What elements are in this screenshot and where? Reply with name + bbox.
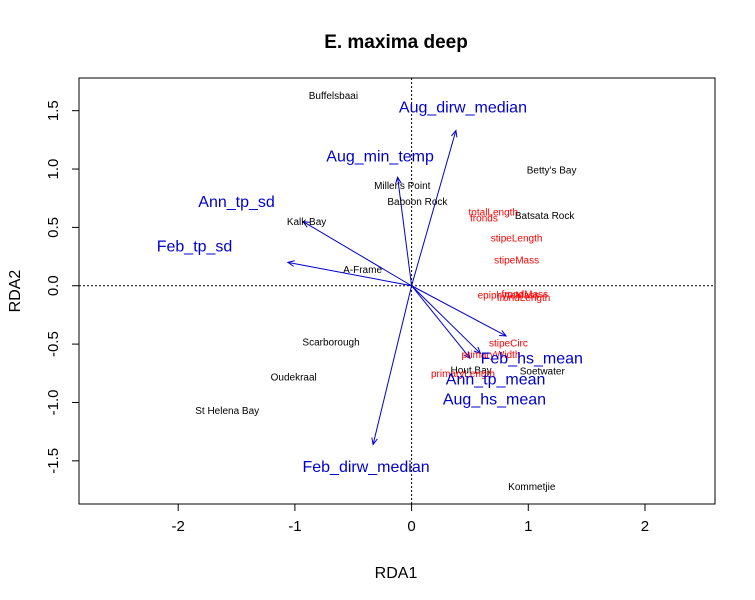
- environment-arrows: [286, 129, 508, 446]
- x-tick-label: -2: [172, 518, 185, 535]
- env-arrow-line: [287, 261, 412, 287]
- site-labels: Buffelsbaai Betty's Bay Miller's Point Babo…: [195, 91, 576, 493]
- x-axis-title: RDA1: [375, 565, 418, 582]
- zero-lines: [79, 78, 715, 504]
- env-arrow-line: [397, 177, 413, 286]
- y-axis: -1.5 -1.0 -0.5 0.0 0.5 1.0 1.5: [45, 100, 80, 474]
- response-label: totalLength: [469, 208, 519, 219]
- env-arrow-line: [411, 285, 481, 354]
- site-label: Kommetjie: [508, 482, 556, 493]
- env-label: Ann_tp_mean: [446, 372, 546, 389]
- environment-labels: Aug_dirw_median Aug_min_temp Ann_tp_sd Feb_…: [157, 100, 583, 476]
- env-arrow-head: [473, 346, 482, 355]
- site-label: A-Frame: [343, 265, 382, 276]
- env-label: Feb_hs_mean: [481, 351, 583, 368]
- y-tick-label: 0.0: [45, 275, 62, 296]
- response-label: primaryLength: [431, 369, 495, 380]
- y-tick-label: -1.0: [45, 390, 62, 416]
- env-arrow-head: [371, 437, 378, 446]
- response-label: epiphyteMass: [478, 291, 540, 302]
- response-label: primaryWidth: [461, 350, 520, 361]
- site-label: Baboon Rock: [387, 197, 448, 208]
- env-label: Ann_tp_sd: [198, 194, 275, 211]
- env-arrow-head: [451, 129, 458, 138]
- env-label: Feb_dirw_median: [302, 459, 429, 476]
- y-tick-label: 1.5: [45, 100, 62, 121]
- site-label: Betty's Bay: [527, 166, 577, 177]
- response-label: stipeMass: [494, 256, 539, 267]
- env-arrow-head: [499, 330, 508, 337]
- y-tick-label: 0.5: [45, 217, 62, 238]
- site-label: Oudekraal: [271, 372, 317, 383]
- env-arrow-head: [302, 220, 311, 228]
- env-label: Aug_dirw_median: [399, 100, 527, 117]
- response-label: stipeLength: [491, 233, 543, 244]
- site-label: Miller's Point: [374, 181, 431, 192]
- site-label: Soetwater: [520, 366, 566, 377]
- env-arrow-line: [302, 221, 412, 287]
- site-label: Batsata Rock: [515, 211, 575, 222]
- env-label: Aug_min_temp: [326, 149, 434, 166]
- y-axis-title: RDA2: [7, 270, 24, 313]
- env-arrow-head: [463, 351, 471, 360]
- env-arrow-head: [286, 260, 295, 267]
- site-label: Buffelsbaai: [309, 91, 358, 102]
- env-label: Aug_hs_mean: [443, 391, 546, 408]
- env-arrow-line: [411, 285, 507, 337]
- x-axis: -2 -1 0 1 2: [172, 503, 649, 535]
- y-tick-label: -1.5: [45, 448, 62, 474]
- y-tick-label: 1.0: [45, 159, 62, 180]
- env-arrow-line: [372, 285, 413, 445]
- env-label: Feb_tp_sd: [157, 239, 233, 256]
- response-label: frondMass: [501, 289, 548, 300]
- site-label: St Helena Bay: [195, 406, 259, 417]
- x-tick-label: 0: [407, 518, 415, 535]
- y-tick-label: -0.5: [45, 331, 62, 357]
- x-tick-label: 2: [641, 518, 649, 535]
- env-arrow-line: [411, 285, 471, 359]
- site-label: Kalk Bay: [287, 217, 326, 228]
- x-tick-label: -1: [288, 518, 301, 535]
- response-label: stipeCirc: [489, 338, 528, 349]
- env-arrow-line: [411, 130, 457, 286]
- site-label: Hout Bay: [451, 365, 492, 376]
- chart-title: E. maxima deep: [324, 32, 468, 53]
- env-arrow-head: [395, 175, 402, 185]
- plot-area: [78, 77, 716, 505]
- response-label: frondLength: [497, 293, 550, 304]
- response-label: fronds: [470, 214, 498, 225]
- site-label: Scarborough: [302, 337, 359, 348]
- x-tick-label: 1: [524, 518, 532, 535]
